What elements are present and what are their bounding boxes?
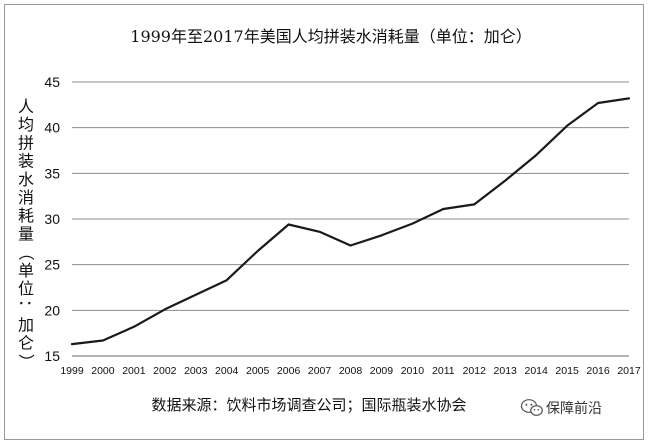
x-tick-label: 2013 — [494, 365, 518, 377]
x-tick-label: 2011 — [432, 365, 455, 377]
x-tick-label: 2017 — [617, 365, 641, 377]
y-axis-label-char: 水 — [18, 170, 34, 189]
x-tick-label: 2006 — [277, 365, 301, 377]
y-axis-label-char: 均 — [18, 115, 34, 134]
y-axis-label: 人均拼装水消耗量 （单位：加仑） — [17, 97, 36, 370]
x-tick-label: 2001 — [122, 365, 146, 377]
watermark: 保障前沿 — [520, 399, 602, 417]
y-axis-label-char: 耗 — [18, 206, 34, 225]
y-axis-label-char: ） — [17, 354, 36, 370]
x-tick-label: 2002 — [153, 365, 177, 377]
chart-frame: 1999年至2017年美国人均拼装水消耗量（单位：加仑） 人均拼装水消耗量 （单位… — [4, 4, 644, 440]
x-tick-label: 2008 — [339, 365, 363, 377]
y-axis-label-char: 仑 — [18, 334, 34, 353]
data-points — [71, 98, 630, 345]
source-note: 数据来源：饮料市场调查公司；国际瓶装水协会 — [151, 396, 466, 414]
y-axis-label-char: （ — [17, 245, 36, 261]
y-axis-label-char: 加 — [18, 315, 34, 334]
x-tick-label: 2004 — [215, 365, 239, 377]
watermark-text: 保障前沿 — [546, 400, 602, 417]
x-tick-label: 2007 — [308, 365, 332, 377]
x-tick-labels: 1999 2000 2001 2002 2003 2004 2005 2006 2007 2008… — [60, 365, 641, 377]
x-tick-label: 2012 — [463, 365, 487, 377]
x-tick-label: 2015 — [555, 365, 579, 377]
y-tick-labels: 15 20 25 30 35 40 45 — [44, 74, 60, 364]
x-tick-label: 2016 — [586, 365, 610, 377]
y-tick-label: 40 — [44, 120, 60, 136]
x-tick-label: 2000 — [91, 365, 115, 377]
y-axis-label-char: 装 — [18, 152, 34, 171]
x-tick-label: 2009 — [370, 365, 394, 377]
x-tick-label: 2014 — [524, 365, 548, 377]
y-tick-label: 35 — [44, 165, 60, 181]
y-axis-label-char: 拼 — [18, 133, 34, 152]
y-axis-label-char: 量 — [18, 224, 34, 243]
y-tick-label: 25 — [44, 257, 60, 273]
y-axis-label-char: ： — [17, 299, 36, 315]
y-axis-label-char: 单 — [18, 261, 34, 280]
y-axis-label-char: 消 — [18, 188, 34, 207]
x-tick-label: 2005 — [246, 365, 270, 377]
y-tick-label: 20 — [44, 302, 60, 318]
y-axis-label-char: 人 — [18, 97, 34, 116]
y-tick-label: 45 — [44, 74, 60, 90]
y-axis-label-char: 位 — [18, 279, 34, 298]
chart-title: 1999年至2017年美国人均拼装水消耗量（单位：加仑） — [130, 27, 531, 46]
x-tick-label: 1999 — [60, 365, 84, 377]
line-chart: 1999年至2017年美国人均拼装水消耗量（单位：加仑） 人均拼装水消耗量 （单位… — [17, 27, 641, 417]
y-tick-label: 15 — [44, 348, 60, 364]
x-tick-label: 2010 — [401, 365, 425, 377]
wechat-icon — [520, 399, 543, 416]
x-tick-label: 2003 — [184, 365, 208, 377]
series-line — [70, 97, 631, 346]
y-tick-label: 30 — [44, 211, 60, 227]
